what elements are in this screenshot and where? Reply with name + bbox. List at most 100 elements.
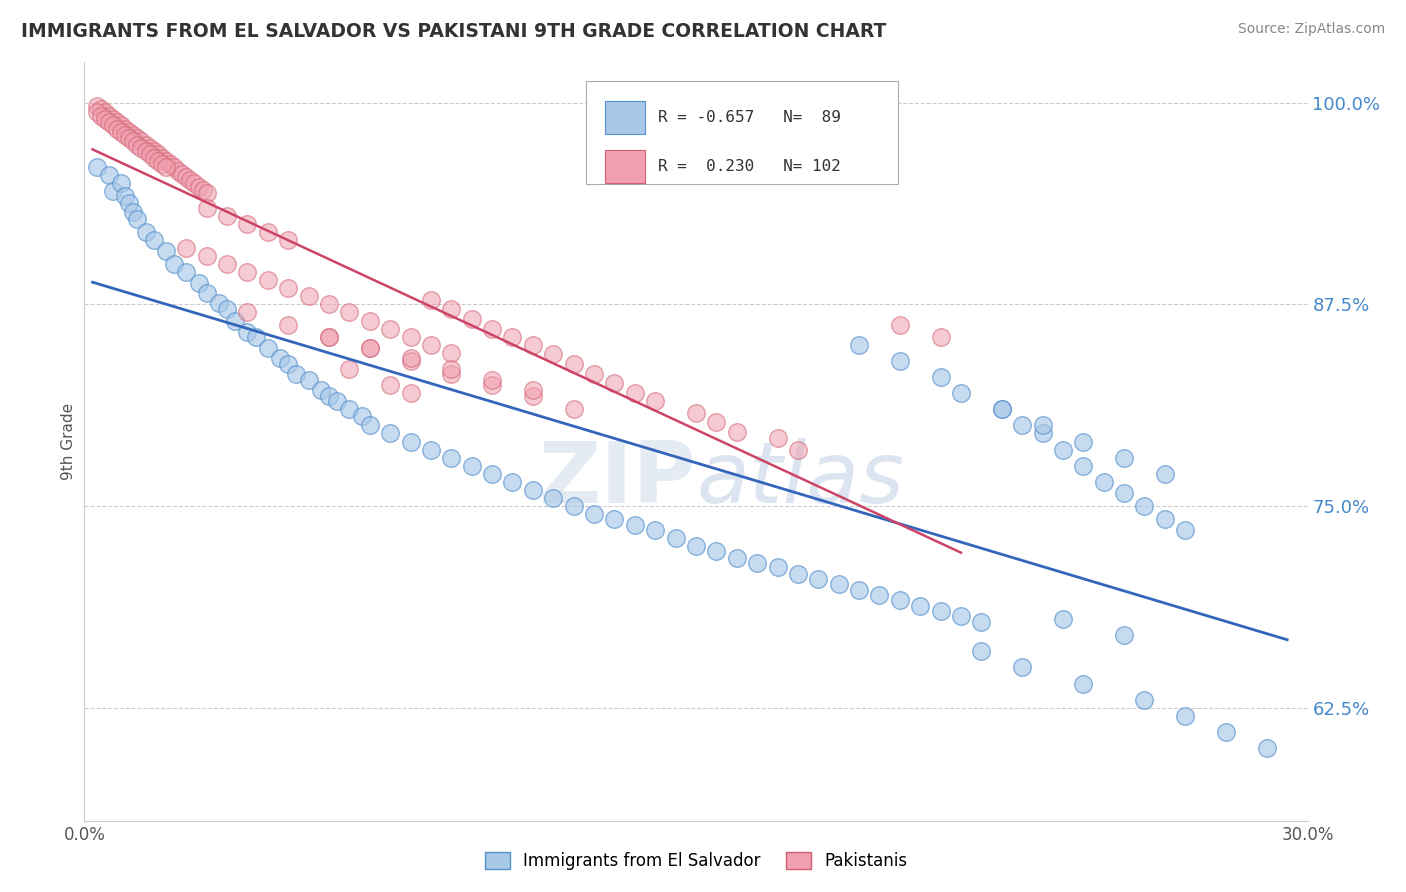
Point [163, 257, 186, 271]
Point [1114, 628, 1136, 642]
Point [146, 153, 169, 168]
Point [127, 137, 149, 152]
Text: ZIP: ZIP [538, 438, 696, 521]
Point [97, 109, 120, 123]
Point [97, 169, 120, 183]
Point [135, 225, 157, 239]
Point [101, 185, 124, 199]
Point [950, 608, 973, 623]
Point [399, 354, 422, 368]
Point [685, 405, 707, 419]
Point [90, 109, 112, 123]
Point [562, 499, 585, 513]
Point [481, 321, 503, 335]
Point [105, 121, 128, 136]
Point [142, 144, 165, 158]
Point [135, 144, 157, 158]
Point [131, 141, 153, 155]
Point [187, 179, 209, 194]
Point [183, 177, 205, 191]
Point [665, 532, 688, 546]
Point [481, 467, 503, 481]
Point [807, 572, 830, 586]
Point [725, 550, 748, 565]
Text: Source: ZipAtlas.com: Source: ZipAtlas.com [1237, 22, 1385, 37]
Point [828, 576, 851, 591]
Point [440, 450, 463, 465]
Point [1032, 426, 1054, 441]
Point [1073, 458, 1095, 473]
Point [131, 135, 153, 149]
Point [1256, 741, 1278, 756]
Point [481, 373, 503, 387]
Point [624, 518, 647, 533]
Point [543, 491, 565, 505]
Point [848, 582, 870, 597]
Point [522, 337, 544, 351]
Point [380, 378, 402, 392]
Point [1114, 450, 1136, 465]
Point [318, 329, 340, 343]
Point [787, 442, 810, 457]
Point [224, 313, 246, 327]
Point [118, 131, 141, 145]
Point [970, 615, 993, 630]
Point [298, 373, 321, 387]
Point [950, 386, 973, 401]
Point [318, 329, 340, 343]
Point [1133, 692, 1156, 706]
Point [326, 394, 349, 409]
Point [195, 186, 218, 200]
Point [359, 313, 381, 327]
Point [174, 241, 197, 255]
Point [1011, 660, 1033, 674]
Point [217, 209, 239, 223]
Point [298, 289, 321, 303]
Point [277, 318, 299, 333]
Point [86, 161, 108, 175]
Point [440, 346, 463, 360]
Point [101, 119, 124, 133]
Point [155, 244, 177, 259]
Point [217, 257, 239, 271]
Point [1052, 612, 1074, 626]
Point [766, 560, 789, 574]
Point [309, 383, 332, 397]
Point [929, 370, 952, 384]
Point [110, 119, 132, 133]
Point [1114, 486, 1136, 500]
Point [889, 592, 911, 607]
Point [420, 442, 443, 457]
Point [562, 357, 585, 371]
Point [350, 409, 373, 423]
Point [359, 341, 381, 355]
Point [502, 475, 524, 489]
Point [163, 161, 186, 175]
FancyBboxPatch shape [586, 81, 898, 184]
Point [150, 157, 173, 171]
Point [179, 173, 201, 187]
Text: atlas: atlas [696, 438, 904, 521]
Point [787, 566, 810, 581]
Point [146, 147, 169, 161]
Point [208, 295, 231, 310]
Point [174, 265, 197, 279]
Point [725, 425, 748, 439]
Point [991, 402, 1014, 417]
Point [461, 312, 484, 326]
Point [685, 540, 707, 554]
Point [195, 249, 218, 263]
Point [187, 277, 209, 291]
Point [359, 341, 381, 355]
Point [970, 644, 993, 658]
Point [217, 302, 239, 317]
Point [167, 163, 190, 178]
Point [127, 131, 149, 145]
Point [155, 153, 177, 168]
Point [1073, 676, 1095, 690]
Point [1174, 523, 1197, 537]
Point [399, 329, 422, 343]
Point [318, 389, 340, 403]
Point [110, 125, 132, 139]
Point [155, 161, 177, 175]
